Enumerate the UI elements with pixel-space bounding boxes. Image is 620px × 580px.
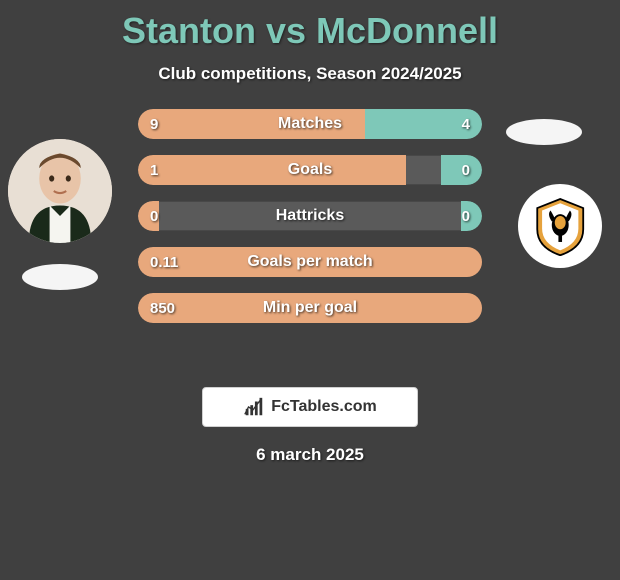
stat-label: Hattricks	[138, 201, 482, 231]
stat-bar-left-fill	[138, 201, 159, 231]
stat-row: 850Min per goal	[138, 293, 482, 323]
stat-bar-right-fill	[365, 109, 482, 139]
stat-bar-left-fill	[138, 109, 365, 139]
chart-icon	[243, 396, 265, 418]
watermark-badge: FcTables.com	[202, 387, 418, 427]
player-right-club-badge	[518, 184, 602, 268]
comparison-arena: 94Matches 10Goals 00Hattricks 0.11Goals per…	[0, 109, 620, 369]
stat-bar-right-fill	[441, 155, 482, 185]
stat-bar-left-fill	[138, 155, 406, 185]
watermark-text: FcTables.com	[271, 398, 377, 416]
player-right-flag	[506, 119, 582, 145]
stat-row: 00Hattricks	[138, 201, 482, 231]
comparison-subtitle: Club competitions, Season 2024/2025	[0, 64, 620, 84]
comparison-date: 6 march 2025	[0, 445, 620, 465]
comparison-title: Stanton vs McDonnell	[0, 0, 620, 52]
stat-bar-right-fill	[461, 201, 482, 231]
player-left-photo	[8, 139, 112, 243]
stat-bars: 94Matches 10Goals 00Hattricks 0.11Goals per…	[138, 109, 482, 339]
stat-row: 10Goals	[138, 155, 482, 185]
stat-row: 0.11Goals per match	[138, 247, 482, 277]
stat-row: 94Matches	[138, 109, 482, 139]
stat-bar-left-fill	[138, 293, 482, 323]
player-left-flag	[22, 264, 98, 290]
stat-bar-left-fill	[138, 247, 482, 277]
